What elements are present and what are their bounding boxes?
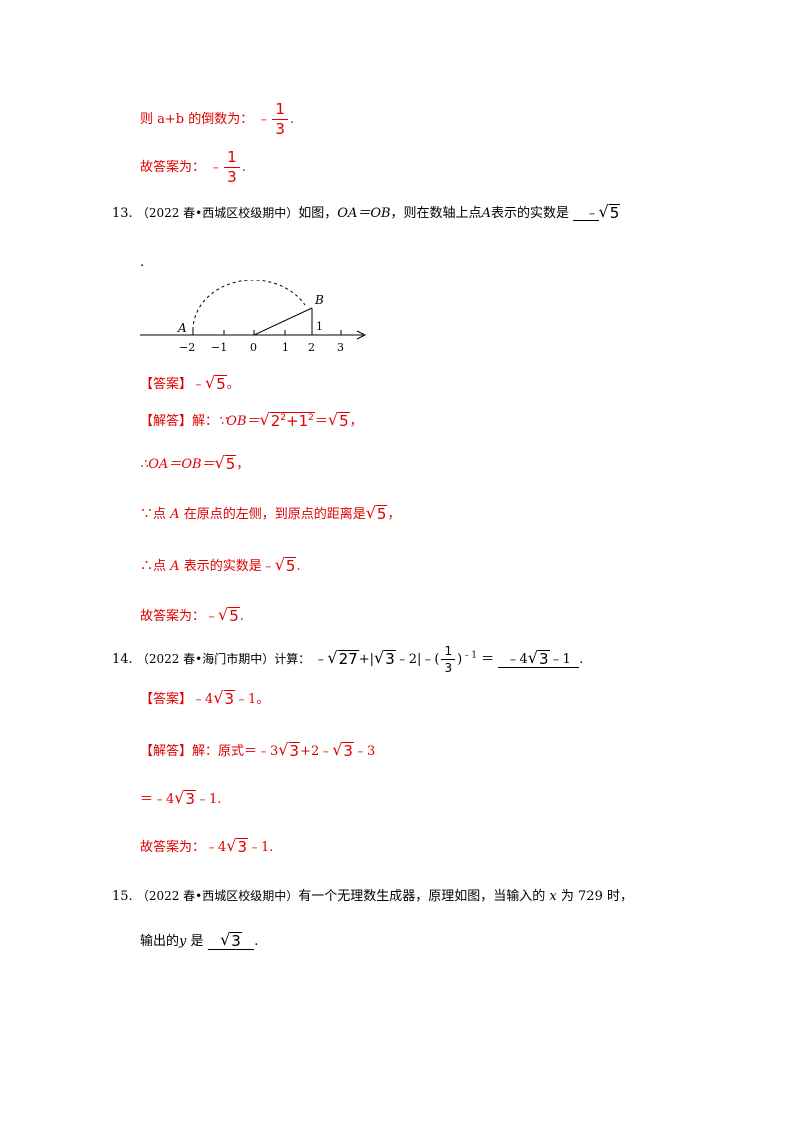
question-13: 13. （2022 春•西城区校级期中）如图，OA＝OB，则在数轴上点A表示的实… (112, 202, 621, 222)
answer-tag: 【答案】 (140, 377, 193, 392)
sqrt-3: √ 3 (374, 648, 396, 668)
tick-label: −2 (179, 341, 195, 354)
label-b: B (314, 293, 324, 307)
tick-label: 2 (308, 341, 315, 354)
sqrt-5: √ 5 (365, 503, 388, 523)
answer-tag: 【答案】 (140, 692, 193, 707)
question-number: 14. (112, 652, 133, 667)
prev-final-answer-line: 故答案为： ﹣ 1 3. (140, 148, 246, 186)
question-15: 15. （2022 春•西城区校级期中）有一个无理数生成器，原理如图，当输入的 … (112, 889, 633, 904)
sqrt-3: √ 3 (220, 930, 242, 950)
solution-13-line-2: ∴OA＝OB＝ √ 5， (140, 453, 250, 473)
label-a: A (177, 321, 187, 335)
question-14: 14. （2022 春•海门市期中）计算： ﹣ √ 27 +| √ 3 ﹣2|﹣(1 3)﹣1… (112, 644, 584, 675)
tick-label: 0 (250, 341, 257, 354)
solution-14-line-2: ＝﹣4 √ 3 ﹣1. (140, 788, 222, 808)
question-source: （2022 春•海门市期中）计算： (136, 652, 311, 666)
final-answer-13: 故答案为：﹣ √ 5. (140, 605, 244, 625)
sqrt-3: √ 3 (527, 648, 550, 668)
solution-tag: 【解答】 (140, 744, 193, 759)
question-15-line-2: 输出的y 是 √ 3 . (140, 930, 259, 950)
arc (192, 280, 306, 331)
label-one: 1 (316, 320, 323, 333)
question-source: （2022 春•西城区校级期中） (136, 889, 299, 903)
question-number: 13. (112, 206, 133, 221)
tick-label: −1 (211, 341, 227, 354)
solution-13-line-1: 【解答】解：∵OB＝ √ 22+12 ＝ √ 5， (140, 410, 363, 430)
question-13-period: . (140, 255, 145, 270)
solution-13-line-4: ∴点 A 表示的实数是﹣ √ 5. (140, 555, 301, 575)
triangle-base (253, 307, 313, 336)
tick-label: 3 (337, 341, 344, 354)
sqrt-5: √ 5 (327, 410, 350, 430)
solution-14-line-1: 【解答】解：原式＝﹣3 √ 3 +2﹣ √ 3 ﹣3 (140, 740, 376, 760)
sqrt-3: √ 3 (278, 740, 301, 760)
answer-14: 【答案】﹣4 √ 3 ﹣1。 (140, 688, 270, 708)
question-source: （2022 春•西城区校级期中） (136, 206, 299, 220)
final-answer-14: 故答案为：﹣4 √ 3 ﹣1. (140, 836, 274, 856)
number-line-figure: A B 1 −2 −1 0 1 2 3 (140, 280, 367, 354)
solution-13-line-3: ∵点 A 在原点的左侧，到原点的距离是 √ 5， (140, 503, 401, 523)
sqrt-27: √ 27 (327, 648, 359, 668)
answer-blank: √ 3 (207, 930, 255, 950)
tick-label: 1 (282, 341, 289, 354)
sqrt-expression: √ 22+12 (259, 410, 315, 430)
prev-answer-line: 则 a+b 的倒数为： ﹣ 1 3. (140, 100, 295, 138)
sqrt-5: √ 5 (205, 373, 227, 393)
sqrt-5: √ 5 (274, 555, 297, 575)
sqrt-5: √ 5 (598, 202, 621, 222)
sqrt-5: √ 5 (214, 453, 237, 473)
question-number: 15. (112, 889, 133, 904)
axis-arrow (356, 330, 367, 340)
sqrt-3: √ 3 (226, 836, 249, 856)
answer-blank: ﹣4 √ 3 ﹣1 (498, 648, 580, 668)
solution-tag: 【解答】 (140, 414, 193, 429)
sqrt-3: √ 3 (213, 688, 236, 708)
sqrt-3: √ 3 (174, 788, 197, 808)
sqrt-3: √ 3 (332, 740, 354, 760)
answer-blank: ﹣ (573, 207, 599, 221)
sqrt-5: √ 5 (218, 605, 240, 625)
prev-answer-text: 则 a+b 的倒数为： (140, 112, 254, 127)
answer-13: 【答案】﹣ √ 5。 (140, 373, 240, 393)
